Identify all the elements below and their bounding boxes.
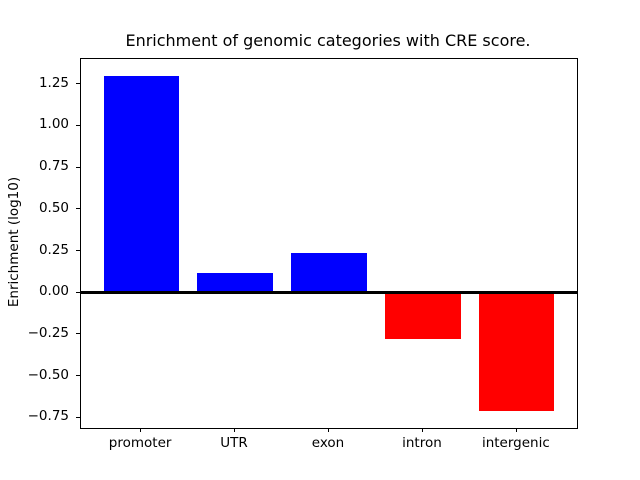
y-tick-label: −0.50 — [27, 366, 69, 383]
y-tick-label: 0.00 — [38, 283, 69, 300]
x-tick-label-intron: intron — [402, 435, 442, 451]
y-tick-label: 0.25 — [38, 241, 69, 258]
y-tick-label: 1.25 — [38, 74, 69, 91]
x-tick-mark — [421, 428, 423, 432]
y-tick-label: 0.75 — [38, 158, 69, 175]
zero-line — [81, 291, 577, 295]
y-axis-label: Enrichment (log10) — [6, 176, 22, 308]
y-tick-mark — [76, 333, 80, 335]
x-tick-label-UTR: UTR — [220, 435, 248, 451]
x-tick-label-exon: exon — [311, 435, 345, 451]
bar-UTR — [197, 272, 273, 293]
y-tick-label: 1.00 — [38, 116, 69, 133]
bar-intron — [385, 292, 461, 340]
x-tick-label-intergenic: intergenic — [481, 435, 550, 451]
y-tick-label: 0.50 — [38, 199, 69, 216]
bar-exon — [291, 252, 367, 293]
y-tick-label: −0.75 — [27, 408, 69, 425]
y-tick-mark — [76, 250, 80, 251]
y-tick-mark — [76, 416, 80, 418]
chart-title: Enrichment of genomic categories with CR… — [125, 31, 531, 50]
y-tick-label: −0.25 — [27, 324, 69, 341]
plot-area — [80, 58, 578, 429]
y-tick-mark — [76, 291, 80, 293]
y-tick-mark — [76, 83, 80, 85]
y-tick-mark — [76, 208, 80, 210]
bar-promoter — [103, 75, 179, 293]
y-tick-mark — [76, 124, 80, 126]
x-tick-label-promoter: promoter — [108, 435, 172, 451]
y-tick-mark — [76, 375, 80, 377]
y-tick-mark — [76, 166, 80, 168]
x-tick-mark — [328, 428, 329, 432]
x-tick-mark — [515, 428, 517, 432]
bar-intergenic — [479, 292, 555, 412]
x-tick-mark — [234, 428, 236, 432]
x-tick-mark — [140, 428, 142, 432]
